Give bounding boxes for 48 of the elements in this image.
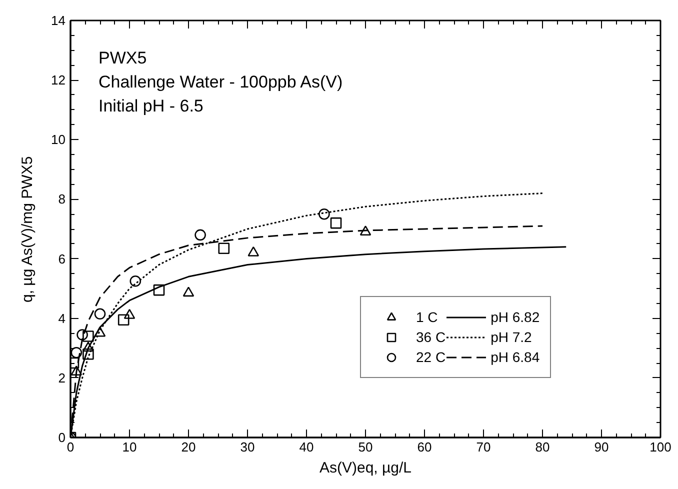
x-tick-label: 10 [122, 440, 137, 454]
point [76, 329, 88, 340]
x-tick-label: 30 [240, 440, 255, 454]
legend-label: 22 C [416, 349, 446, 365]
text: Challenge Water - 100ppb As(V) [98, 72, 343, 92]
point [82, 348, 94, 360]
x-tick-label: 50 [358, 440, 373, 454]
legend-label: pH 7.2 [490, 329, 532, 345]
point [318, 208, 330, 220]
x-tick-label: 70 [476, 440, 491, 454]
x-tick-label: 80 [535, 440, 550, 454]
text: PWX5 [98, 48, 147, 68]
y-tick-label: 2 [58, 370, 66, 386]
point [248, 246, 260, 256]
y-tick-label: 0 [58, 430, 66, 445]
point [360, 226, 372, 236]
point [82, 342, 94, 352]
y-tick-label: 4 [58, 310, 66, 326]
point [182, 286, 194, 297]
point [153, 284, 165, 296]
point [94, 308, 106, 320]
annotation: Initial pH - 6.5 [98, 96, 204, 116]
y-tick-label: 10 [51, 132, 66, 148]
y-tick-label: 8 [58, 192, 66, 207]
point [130, 275, 142, 287]
point [194, 229, 206, 241]
point [218, 242, 230, 254]
legend-label: 36 C [416, 329, 446, 345]
y-axis-title: q, µg As(V)/mg PWX5 [19, 156, 36, 303]
y-tick-label: 12 [51, 72, 66, 88]
x-tick-label: 90 [594, 440, 609, 454]
y-tick-label: 6 [58, 251, 66, 266]
point [70, 346, 82, 358]
x-tick-label: 100 [650, 440, 672, 454]
point [118, 314, 130, 326]
x-tick-label: 40 [299, 440, 314, 454]
x-axis-title: As(V)eq, µg/L [319, 460, 412, 476]
legend-label: 1 C [416, 309, 438, 325]
legend-label: pH 6.84 [490, 349, 540, 365]
point [82, 330, 94, 342]
y-tick-label: 14 [51, 13, 66, 28]
point [124, 308, 136, 319]
point [330, 217, 342, 229]
x-tick-label: 60 [417, 440, 432, 454]
legend-label: pH 6.82 [490, 309, 540, 325]
point [70, 366, 82, 376]
x-tick-label: 20 [181, 440, 196, 454]
point [94, 326, 106, 337]
